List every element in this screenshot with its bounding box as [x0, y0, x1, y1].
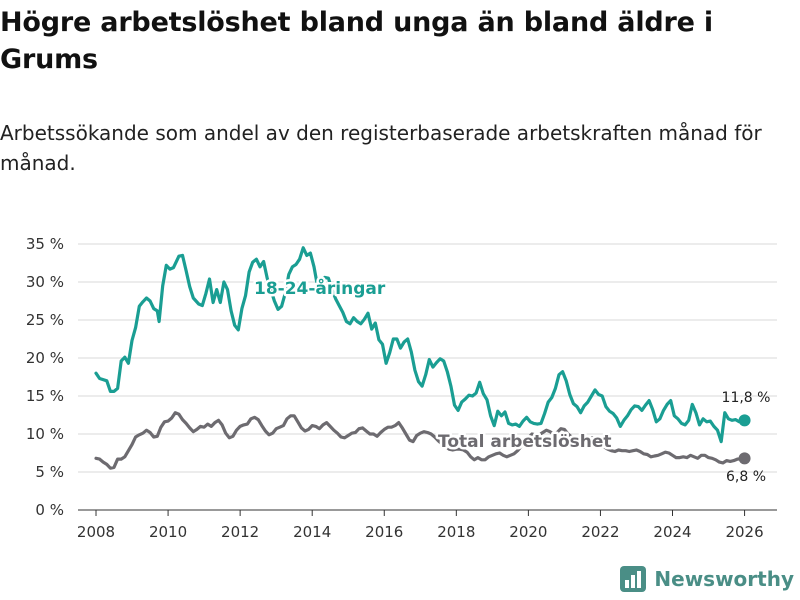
chart-subtitle: Arbetssökande som andel av den registerb…	[0, 121, 762, 175]
axes: 0 % 5 % 10 % 15 % 20 % 25 % 30 % 35 % 2008 2010 20…	[26, 235, 764, 541]
y-tick-label: 30 %	[26, 273, 64, 291]
x-tick-label: 2016	[365, 523, 403, 541]
y-tick-label: 25 %	[26, 311, 64, 329]
series-line-total	[94, 411, 747, 470]
bar-chart-icon	[620, 566, 647, 592]
x-tick-label: 2008	[77, 523, 115, 541]
x-tick-label: 2014	[293, 523, 331, 541]
chart-title: Högre arbetslöshet bland unga än bland ä…	[0, 7, 713, 75]
end-marker-youth	[738, 414, 751, 427]
series-line-youth	[94, 246, 747, 444]
end-value-youth: 11,8 %	[722, 390, 771, 406]
series-label-youth: 18-24-åringar	[254, 277, 386, 299]
x-tick-label: 2012	[221, 523, 259, 541]
y-tick-label: 15 %	[26, 387, 64, 405]
brand-logo: Newsworthy	[620, 566, 794, 592]
y-tick-label: 20 %	[26, 349, 64, 367]
y-tick-label: 35 %	[26, 235, 64, 253]
x-tick-label: 2018	[437, 523, 475, 541]
y-tick-label: 5 %	[35, 463, 64, 481]
series-labels: 18-24-åringar Total arbetslöshet 11,8 % 6,8…	[252, 275, 771, 486]
end-value-total: 6,8 %	[726, 469, 766, 485]
y-tick-label: 10 %	[26, 425, 64, 443]
x-tick-label: 2010	[149, 523, 187, 541]
brand-name: Newsworthy	[654, 567, 794, 591]
series-lines	[94, 246, 751, 470]
x-tick-label: 2020	[509, 523, 547, 541]
x-tick-label: 2026	[725, 523, 763, 541]
gridlines	[78, 243, 777, 511]
x-tick-label: 2024	[653, 523, 691, 541]
series-label-total: Total arbetslöshet	[438, 432, 612, 452]
x-tick-label: 2022	[581, 523, 619, 541]
end-marker-total	[738, 452, 751, 465]
y-tick-label: 0 %	[35, 501, 64, 519]
